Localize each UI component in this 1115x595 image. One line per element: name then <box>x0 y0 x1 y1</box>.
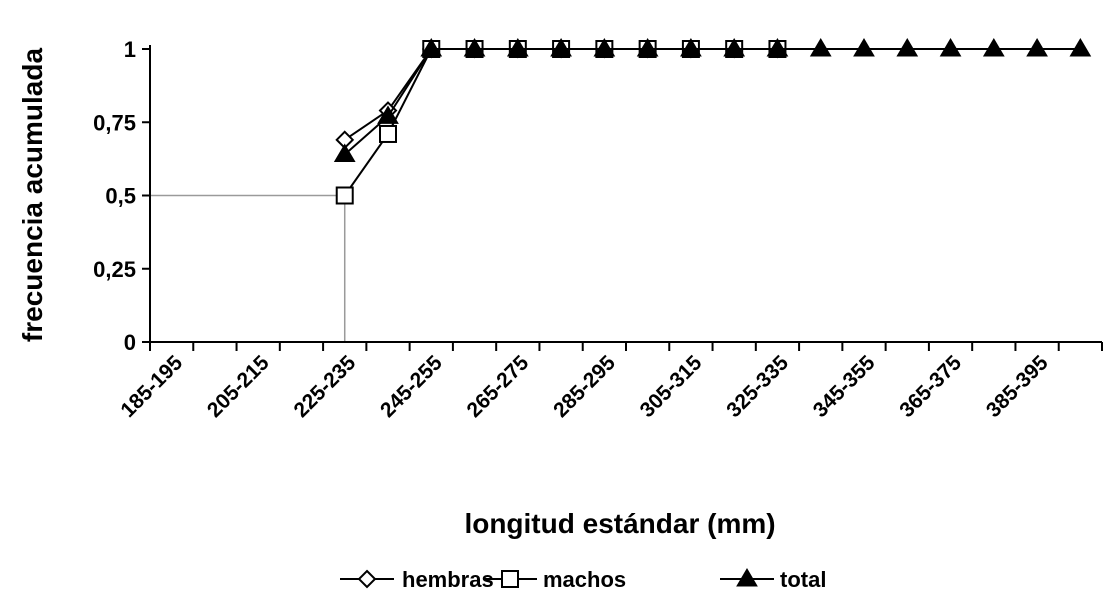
data-point-total <box>723 38 746 57</box>
data-point-total <box>853 38 875 57</box>
data-point-total <box>333 143 356 162</box>
x-tick-label: 385-395 <box>982 351 1053 422</box>
data-point-total <box>896 38 919 57</box>
series-line-machos <box>343 48 778 197</box>
reference-lines <box>150 194 346 342</box>
legend: hembras machos total <box>340 567 826 592</box>
data-point-total <box>809 38 832 57</box>
y-tick-label: 0 <box>124 330 136 355</box>
series-total <box>333 38 1092 162</box>
legend-marker <box>357 569 377 589</box>
x-tick-label: 345-355 <box>809 351 880 422</box>
data-point-total <box>982 38 1005 57</box>
data-point-total <box>420 38 443 57</box>
data-point-total <box>766 38 789 57</box>
data-point-machos <box>379 124 397 143</box>
series-line-hembras <box>344 48 778 141</box>
data-point-total <box>550 38 572 57</box>
x-tick-label: 365-375 <box>895 351 966 422</box>
data-point-total <box>593 38 616 57</box>
x-tick-label: 185-195 <box>116 351 187 422</box>
axes: 0 0,25 0,5 0,75 1 185-195 205-215 225-235 245-25… <box>93 37 1103 422</box>
legend-item-machos: machos <box>483 567 626 592</box>
y-axis-title: frecuencia acumulada <box>17 48 48 343</box>
legend-item-total: total <box>720 567 826 592</box>
x-tick-label: 305-315 <box>636 351 707 422</box>
legend-item-hembras: hembras <box>340 567 494 592</box>
y-tick-label: 0,75 <box>93 110 136 135</box>
x-tick-label: 285-295 <box>549 351 620 422</box>
data-point-machos <box>335 186 354 205</box>
y-tick-label: 0,5 <box>105 184 136 209</box>
median-reference-line <box>150 194 346 342</box>
legend-label: hembras <box>402 567 494 592</box>
series-line-total <box>344 48 1081 156</box>
x-axis-title: longitud estándar (mm) <box>464 508 775 539</box>
y-tick-label: 1 <box>124 37 136 62</box>
series <box>333 38 1092 205</box>
data-point-total <box>377 105 399 124</box>
y-tick-label: 0,25 <box>93 257 136 282</box>
data-point-total <box>506 38 529 57</box>
x-tick-label: 325-335 <box>722 351 793 422</box>
data-point-total <box>463 38 486 57</box>
data-point-total <box>680 38 702 57</box>
legend-marker <box>501 570 519 588</box>
x-tick-label: 265-275 <box>463 351 534 422</box>
x-tick-label: 245-255 <box>376 351 447 422</box>
series-machos <box>335 40 787 205</box>
legend-label: machos <box>543 567 626 592</box>
data-point-total <box>939 38 962 57</box>
data-point-total <box>1069 38 1092 57</box>
data-point-total <box>1026 38 1048 57</box>
x-tick-label: 225-235 <box>289 351 360 422</box>
data-point-total <box>636 38 659 57</box>
x-tick-label: 205-215 <box>203 351 274 422</box>
legend-marker <box>736 568 758 587</box>
legend-label: total <box>780 567 826 592</box>
